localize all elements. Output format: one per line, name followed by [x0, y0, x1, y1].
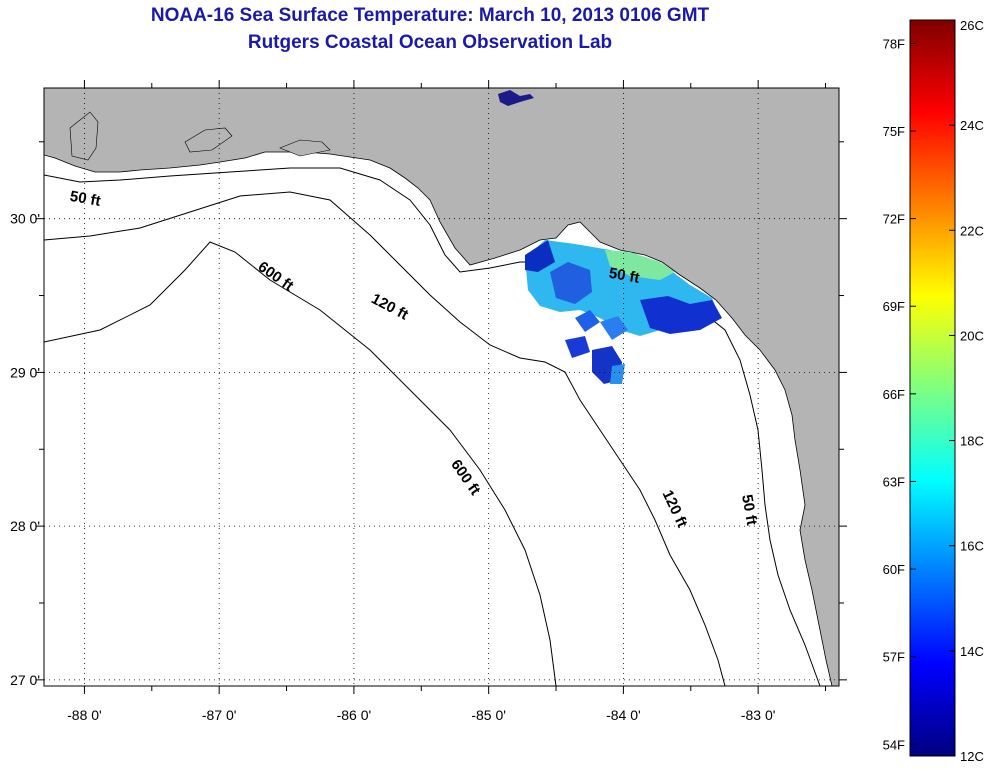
- celsius-label: 12C: [960, 749, 984, 764]
- lon-tick-label: -88 0': [67, 707, 102, 723]
- celsius-label: 20C: [960, 328, 984, 343]
- colorbar-ticks: 12C 14C 16C 18C 20C 22C 24C 26C 54F 57F 60F 63F 66F 6…: [883, 18, 984, 764]
- map-title: NOAA-16 Sea Surface Temperature: March 1…: [150, 5, 710, 26]
- lat-tick-label: 28 0': [10, 518, 40, 534]
- lon-tick-label: -85 0': [471, 707, 506, 723]
- lat-tick-label: 30 0': [10, 211, 40, 227]
- map-subtitle: Rutgers Coastal Ocean Observation Lab: [247, 32, 613, 53]
- celsius-label: 16C: [960, 539, 984, 554]
- map-frame: [43, 87, 840, 687]
- contour-label: 50 ft: [69, 188, 102, 210]
- land-mass: [44, 88, 839, 686]
- lon-tick-label: -84 0': [606, 707, 641, 723]
- celsius-label: 14C: [960, 644, 984, 659]
- colorbar: [909, 19, 956, 757]
- barrier-island: [69, 111, 99, 161]
- fahrenheit-label: 75F: [883, 124, 905, 139]
- lake-patch: [498, 90, 534, 106]
- contour-120ft: [44, 191, 726, 686]
- axis-ticks: -88 0' -87 0' -86 0' -85 0' -84 0' -83 0' 30 0…: [10, 80, 847, 723]
- fahrenheit-label: 60F: [883, 562, 905, 577]
- fahrenheit-label: 78F: [883, 36, 905, 51]
- lon-tick-label: -86 0': [337, 707, 372, 723]
- contour-600ft: [44, 241, 557, 686]
- celsius-label: 26C: [960, 18, 984, 33]
- fahrenheit-label: 63F: [883, 474, 905, 489]
- lat-tick-label: 27 0': [10, 672, 40, 688]
- celsius-label: 22C: [960, 223, 984, 238]
- celsius-label: 18C: [960, 434, 984, 449]
- contour-label: 50 ft: [608, 265, 641, 287]
- fahrenheit-label: 72F: [883, 212, 905, 227]
- celsius-label: 24C: [960, 118, 984, 133]
- contour-label: 50 ft: [738, 493, 760, 526]
- fahrenheit-label: 57F: [883, 650, 905, 665]
- barrier-island: [184, 127, 233, 153]
- fahrenheit-label: 69F: [883, 299, 905, 314]
- barrier-island: [279, 139, 331, 157]
- lon-tick-label: -83 0': [741, 707, 776, 723]
- lon-tick-label: -87 0': [202, 707, 237, 723]
- fahrenheit-label: 66F: [883, 387, 905, 402]
- fahrenheit-label: 54F: [883, 737, 905, 752]
- sst-swath: [525, 240, 722, 384]
- lat-tick-label: 29 0': [10, 364, 40, 380]
